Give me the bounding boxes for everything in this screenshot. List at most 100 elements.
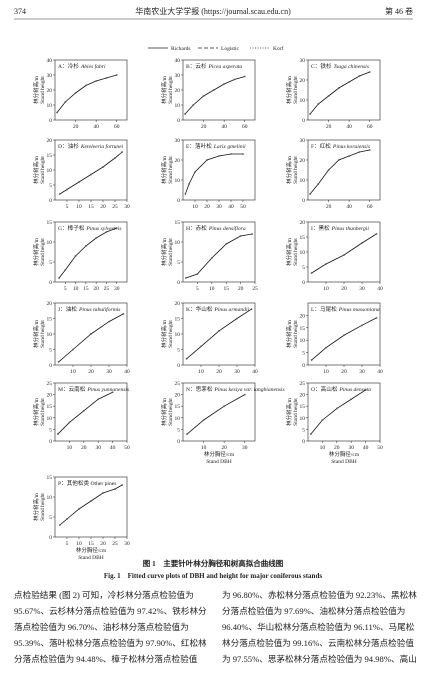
observed-point [115, 74, 118, 76]
observed-point [95, 237, 98, 239]
y-axis-title: Stand height [40, 238, 46, 266]
y-tick-label: 10 [300, 416, 306, 422]
fitted-curve [309, 71, 370, 115]
observed-point [243, 75, 246, 78]
observed-point [348, 155, 351, 157]
y-tick-label: 5 [302, 427, 305, 433]
panel-id: E：落叶松 [186, 142, 212, 150]
observed-point [337, 87, 340, 89]
plot-frame [54, 221, 128, 283]
y-tick-label: 15 [175, 220, 181, 226]
observed-point [218, 155, 220, 157]
y-tick-label: 10 [300, 98, 306, 104]
observed-point [90, 173, 92, 176]
y-tick-label: 10 [300, 250, 306, 256]
observed-point [186, 433, 189, 435]
x-tick-label: 40 [93, 124, 99, 130]
observed-point [196, 273, 199, 275]
observed-point [192, 104, 195, 106]
panel-species: Larix gmelinii [213, 144, 246, 150]
observed-point [102, 166, 104, 168]
y-axis-title: 林分树高/m [285, 237, 293, 266]
panel-id: I：黑松 [311, 224, 330, 232]
observed-point [202, 95, 205, 97]
y-tick-label: 0 [177, 363, 180, 369]
x-tick-label: 40 [228, 204, 234, 210]
y-tick-label: 0 [177, 439, 180, 445]
x-tick-label: 40 [346, 204, 352, 210]
y-tick-label: 0 [49, 118, 52, 124]
body-text-line: 分落点检验值为 97.69%、油松林分落点检验值为 [222, 605, 405, 616]
y-tick-label: 20 [300, 393, 306, 399]
observed-point [114, 157, 116, 159]
y-tick-label: 0 [302, 118, 305, 124]
x-tick-label: 10 [76, 204, 82, 210]
x-tick-label: 20 [334, 445, 340, 451]
observed-point [121, 484, 124, 486]
x-axis-title: 林分胸径/cm [329, 450, 360, 458]
x-tick-label: 30 [114, 286, 120, 292]
observed-point [243, 393, 246, 396]
observed-point [90, 500, 92, 502]
y-tick-label: 30 [47, 73, 53, 79]
y-tick-label: 25 [175, 381, 181, 387]
x-tick-label: 40 [377, 286, 383, 292]
panel-label: F：红松 Pinus koraiensis [311, 142, 370, 150]
panel-label: I：黑松 Pinus thunbergii [311, 224, 369, 232]
observed-point [310, 272, 313, 274]
observed-point [74, 255, 77, 257]
observed-point [97, 398, 100, 401]
x-tick-label: 10 [67, 445, 73, 451]
fitted-curve [58, 313, 124, 363]
volume: 第 46 卷 [385, 6, 413, 16]
panel-label: D：油杉 Keteleeria fortunei [58, 142, 124, 150]
observed-point [368, 71, 371, 73]
x-tick-label: 60 [367, 204, 373, 210]
y-tick-label: 5 [49, 260, 52, 266]
x-axis-title: 林分胸径/cm [76, 546, 107, 554]
legend-label: Logistic [221, 46, 240, 52]
x-tick-label: 25 [112, 204, 118, 210]
panel-label: P：其他松类 Other pines [58, 479, 116, 487]
x-tick-label: 5 [66, 541, 69, 547]
observed-point [64, 101, 67, 103]
panel-label: K：华山松 Pinus armandii [186, 305, 250, 313]
x-tick-label: 40 [110, 445, 116, 451]
y-tick-label: 20 [47, 301, 53, 307]
panel-id: P：其他松类 Other pines [58, 479, 116, 487]
body-text-line: 为 96.80%、赤松林分落点检验值为 92.23%、黑松林 [222, 589, 417, 600]
y-tick-label: 15 [47, 317, 53, 323]
observed-point [218, 330, 220, 332]
panel-id: H：赤松 [186, 224, 207, 232]
panel-species: Pinus massoniana [338, 307, 380, 313]
y-tick-label: 10 [47, 103, 53, 109]
y-axis-title: 林分树高/m [160, 237, 168, 266]
x-tick-label: 25 [104, 286, 110, 292]
panel-species: Pinus yunnanensis [86, 387, 129, 393]
y-tick-label: 10 [175, 178, 181, 184]
fitted-curve [59, 151, 123, 195]
y-axis-title: Stand height [168, 320, 174, 348]
y-tick-label: 5 [177, 260, 180, 266]
observed-point [66, 188, 68, 191]
y-tick-label: 0 [302, 363, 305, 369]
observed-point [309, 193, 311, 195]
observed-point [184, 277, 187, 279]
y-tick-label: 20 [300, 220, 306, 226]
observed-point [185, 357, 188, 360]
fitted-curve [185, 153, 243, 195]
x-tick-label: 30 [124, 204, 130, 210]
x-tick-label: 10 [198, 369, 204, 375]
y-tick-label: 25 [47, 381, 53, 387]
panel-label: E：落叶松 Larix gmelinii [186, 142, 246, 150]
y-tick-label: 0 [49, 363, 52, 369]
observed-point [364, 389, 367, 391]
x-tick-label: 30 [359, 369, 365, 375]
x-tick-label: 20 [238, 286, 244, 292]
x-tick-label: 5 [196, 286, 199, 292]
panel-label: O：高山松 Pinus densata [311, 385, 371, 393]
x-tick-label: 5 [66, 204, 69, 210]
observed-point [310, 359, 313, 361]
y-axis-title: Stand height [40, 320, 46, 348]
observed-point [375, 316, 378, 319]
